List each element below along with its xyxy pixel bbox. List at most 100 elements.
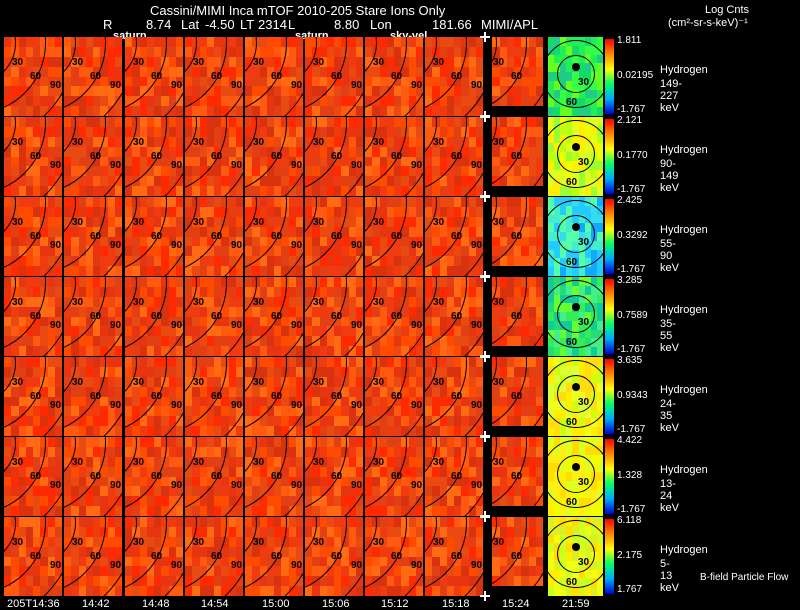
species-label: Hydrogen xyxy=(660,304,708,316)
contour-label: 60 xyxy=(211,551,222,562)
flux-pixel xyxy=(115,186,122,196)
contour-label: 30 xyxy=(12,377,23,388)
energy-label: 24-35 keV xyxy=(660,398,679,434)
contour-label: 30 xyxy=(133,457,144,468)
contour-label: 30 xyxy=(72,57,83,68)
flux-pixel xyxy=(536,586,543,596)
contour-label: 90 xyxy=(291,240,302,251)
contour-label: 90 xyxy=(291,320,302,331)
contour-label: 30 xyxy=(493,457,504,468)
contour-label: 90 xyxy=(231,480,242,491)
flux-pixel xyxy=(296,346,303,356)
contour-label: 60 xyxy=(151,471,162,482)
contour-label: 30 xyxy=(373,377,384,388)
contour-label: 60 xyxy=(391,551,402,562)
contour-label: 60 xyxy=(511,551,522,562)
planet-marker xyxy=(572,223,580,231)
flux-pixel xyxy=(536,186,543,196)
species-label: Hydrogen xyxy=(660,64,708,76)
contour-label: 90 xyxy=(110,480,121,491)
planet-marker xyxy=(572,383,580,391)
contour-label: 60 xyxy=(211,71,222,82)
plus-marker xyxy=(480,112,490,122)
contour-label: 30 xyxy=(253,457,264,468)
contour-label: 60 xyxy=(30,391,41,402)
contour-label: 60 xyxy=(331,311,342,322)
flux-pixel xyxy=(176,426,183,436)
colorbar-mid: 0.7589 xyxy=(617,310,648,321)
species-label: Hydrogen xyxy=(660,384,708,396)
contour-label: 60 xyxy=(391,231,402,242)
contour-label: 90 xyxy=(231,560,242,571)
contour-label: 90 xyxy=(171,160,182,171)
planet-marker xyxy=(572,63,580,71)
contour-label: 30 xyxy=(193,457,204,468)
map-contour-label: 60 xyxy=(566,177,577,188)
l-value: 8.80 xyxy=(334,17,359,32)
contour-label: 30 xyxy=(12,457,23,468)
contour-label: 90 xyxy=(351,480,362,491)
contour-label: 30 xyxy=(493,217,504,228)
colorbar-mid: 0.02195 xyxy=(617,70,653,81)
contour-label: 90 xyxy=(231,240,242,251)
contour-label: 30 xyxy=(253,377,264,388)
contour-label: 60 xyxy=(90,71,101,82)
contour-label: 90 xyxy=(50,560,61,571)
colorbar xyxy=(605,279,614,354)
contour-label: 90 xyxy=(411,80,422,91)
contour-label: 60 xyxy=(90,151,101,162)
contour-label: 30 xyxy=(12,537,23,548)
flux-pixel xyxy=(416,586,423,596)
contour-label: 60 xyxy=(391,311,402,322)
contour-label: 90 xyxy=(411,400,422,411)
flux-pixel xyxy=(416,426,423,436)
contour-label: 60 xyxy=(271,151,282,162)
contour-label: 30 xyxy=(72,297,83,308)
contour-label: 60 xyxy=(271,471,282,482)
contour-label: 30 xyxy=(373,297,384,308)
contour-label: 30 xyxy=(72,217,83,228)
energy-label: 35-55 keV xyxy=(660,318,679,354)
contour-label: 60 xyxy=(151,311,162,322)
r-label: R xyxy=(103,17,112,32)
flux-pixel xyxy=(536,426,543,436)
flux-pixel xyxy=(236,266,243,276)
colorbar-max: 3.635 xyxy=(617,355,642,366)
contour-label: 30 xyxy=(373,217,384,228)
contour-label: 60 xyxy=(271,231,282,242)
contour-label: 60 xyxy=(271,71,282,82)
contour-label: 90 xyxy=(110,560,121,571)
map-contour-label: 60 xyxy=(566,337,577,348)
map-pixel xyxy=(597,187,603,196)
flux-pixel xyxy=(536,266,543,276)
flux-pixel xyxy=(356,106,363,116)
contour-label: 60 xyxy=(151,231,162,242)
contour-label: 30 xyxy=(433,377,444,388)
contour-label: 90 xyxy=(291,480,302,491)
contour-label: 30 xyxy=(253,297,264,308)
contour-label: 90 xyxy=(351,80,362,91)
contour-label: 30 xyxy=(373,57,384,68)
contour-label: 90 xyxy=(291,400,302,411)
map-contour-label: 30 xyxy=(578,317,589,328)
contour-label: 60 xyxy=(30,231,41,242)
colorbar-max: 2.425 xyxy=(617,195,642,206)
plus-marker xyxy=(480,272,490,282)
contour-label: 90 xyxy=(351,160,362,171)
contour-label: 90 xyxy=(50,240,61,251)
flux-pixel xyxy=(55,266,62,276)
contour-label: 90 xyxy=(351,240,362,251)
